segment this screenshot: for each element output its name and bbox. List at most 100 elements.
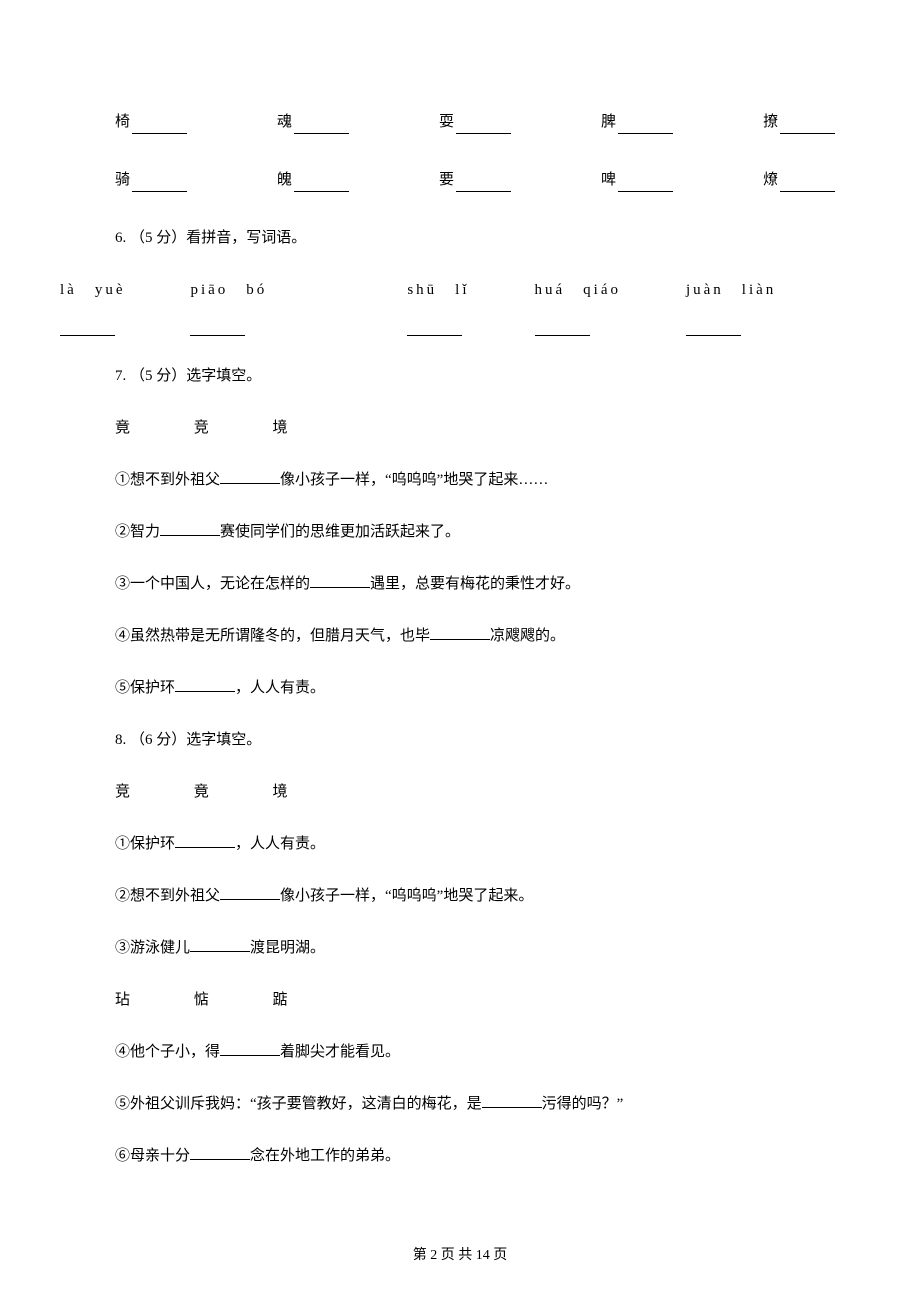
char-item: 骑 bbox=[115, 168, 187, 192]
char-label: 燎 bbox=[763, 168, 778, 192]
char-item: 要 bbox=[439, 168, 511, 192]
blank[interactable] bbox=[482, 1092, 542, 1108]
q7-item: ③一个中国人，无论在怎样的 遇里，总要有梅花的秉性才好。 bbox=[60, 572, 860, 596]
text-pre: ②想不到外祖父 bbox=[115, 888, 220, 904]
char-item: 耍 bbox=[439, 110, 511, 134]
blank[interactable] bbox=[160, 520, 220, 536]
text-pre: ①想不到外祖父 bbox=[115, 472, 220, 488]
text-post: 渡昆明湖。 bbox=[250, 940, 325, 956]
blank[interactable] bbox=[430, 624, 490, 640]
q8-options-2: 玷 惦 踮 bbox=[60, 988, 860, 1012]
text-post: 像小孩子一样，“呜呜呜”地哭了起来…… bbox=[280, 472, 548, 488]
option: 竟 bbox=[194, 784, 209, 800]
pinyin-group: là yuè bbox=[60, 278, 125, 336]
pinyin-text: là yuè bbox=[60, 278, 125, 302]
blank[interactable] bbox=[294, 176, 349, 192]
blank[interactable] bbox=[456, 118, 511, 134]
blank[interactable] bbox=[535, 320, 590, 336]
text-pre: ⑥母亲十分 bbox=[115, 1148, 190, 1164]
text-pre: ③游泳健儿 bbox=[115, 940, 190, 956]
blank[interactable] bbox=[618, 176, 673, 192]
blank[interactable] bbox=[294, 118, 349, 134]
blank[interactable] bbox=[190, 320, 245, 336]
blank[interactable] bbox=[132, 176, 187, 192]
q6-pinyin-row: là yuè piāo bó shū lǐ huá qiáo juàn liàn bbox=[60, 278, 860, 336]
option: 竞 bbox=[194, 420, 209, 436]
char-item: 啤 bbox=[601, 168, 673, 192]
q7-item: ①想不到外祖父 像小孩子一样，“呜呜呜”地哭了起来…… bbox=[60, 468, 860, 492]
char-item: 椅 bbox=[115, 110, 187, 134]
char-item: 燎 bbox=[763, 168, 835, 192]
text-post: 遇里，总要有梅花的秉性才好。 bbox=[370, 576, 580, 592]
blank[interactable] bbox=[780, 118, 835, 134]
text-post: 像小孩子一样，“呜呜呜”地哭了起来。 bbox=[280, 888, 533, 904]
option: 踮 bbox=[273, 992, 288, 1008]
option: 玷 bbox=[115, 992, 130, 1008]
q7-prompt: 7. （5 分）选字填空。 bbox=[60, 364, 860, 388]
text-pre: ②智力 bbox=[115, 524, 160, 540]
q8-item: ①保护环，人人有责。 bbox=[60, 832, 860, 856]
blank[interactable] bbox=[407, 320, 462, 336]
blank[interactable] bbox=[175, 676, 235, 692]
pinyin-text: juàn liàn bbox=[686, 278, 776, 302]
text-pre: ③一个中国人，无论在怎样的 bbox=[115, 576, 310, 592]
option: 惦 bbox=[194, 992, 209, 1008]
char-row-1: 椅 魂 耍 脾 撩 bbox=[60, 110, 860, 134]
blank[interactable] bbox=[618, 118, 673, 134]
option: 竟 bbox=[115, 420, 130, 436]
text-post: ，人人有责。 bbox=[235, 680, 325, 696]
q7-item: ②智力 赛使同学们的思维更加活跃起来了。 bbox=[60, 520, 860, 544]
blank[interactable] bbox=[175, 832, 235, 848]
q8-item: ②想不到外祖父 像小孩子一样，“呜呜呜”地哭了起来。 bbox=[60, 884, 860, 908]
char-label: 骑 bbox=[115, 168, 130, 192]
char-label: 啤 bbox=[601, 168, 616, 192]
option: 境 bbox=[273, 420, 288, 436]
q8-item: ④他个子小，得 着脚尖才能看见。 bbox=[60, 1040, 860, 1064]
char-label: 耍 bbox=[439, 110, 454, 134]
blank[interactable] bbox=[132, 118, 187, 134]
blank[interactable] bbox=[60, 320, 115, 336]
text-pre: ④他个子小，得 bbox=[115, 1044, 220, 1060]
char-label: 撩 bbox=[763, 110, 778, 134]
pinyin-group: piāo bó bbox=[190, 278, 267, 336]
blank[interactable] bbox=[686, 320, 741, 336]
pinyin-group: shū lǐ bbox=[407, 278, 469, 336]
blank[interactable] bbox=[220, 884, 280, 900]
text-pre: ④虽然热带是无所谓隆冬的，但腊月天气，也毕 bbox=[115, 628, 430, 644]
pinyin-text: shū lǐ bbox=[407, 278, 469, 302]
text-pre: ⑤外祖父训斥我妈：“孩子要管教好，这清白的梅花，是 bbox=[115, 1096, 482, 1112]
blank[interactable] bbox=[456, 176, 511, 192]
blank[interactable] bbox=[220, 468, 280, 484]
text-post: 赛使同学们的思维更加活跃起来了。 bbox=[220, 524, 460, 540]
pinyin-text: piāo bó bbox=[190, 278, 267, 302]
text-post: 污得的吗？” bbox=[542, 1096, 624, 1112]
text-pre: ⑤保护环 bbox=[115, 680, 175, 696]
pinyin-group: juàn liàn bbox=[686, 278, 776, 336]
text-post: 着脚尖才能看见。 bbox=[280, 1044, 400, 1060]
q7-options: 竟 竞 境 bbox=[60, 416, 860, 440]
blank[interactable] bbox=[780, 176, 835, 192]
text-pre: ①保护环 bbox=[115, 836, 175, 852]
page-footer: 第 2 页 共 14 页 bbox=[0, 1245, 920, 1267]
q8-options-1: 竞 竟 境 bbox=[60, 780, 860, 804]
char-item: 魂 bbox=[277, 110, 349, 134]
char-label: 脾 bbox=[601, 110, 616, 134]
q8-item: ⑤外祖父训斥我妈：“孩子要管教好，这清白的梅花，是 污得的吗？” bbox=[60, 1092, 860, 1116]
blank[interactable] bbox=[310, 572, 370, 588]
char-item: 魄 bbox=[277, 168, 349, 192]
char-row-2: 骑 魄 要 啤 燎 bbox=[60, 168, 860, 192]
blank[interactable] bbox=[190, 936, 250, 952]
char-label: 魂 bbox=[277, 110, 292, 134]
text-post: 念在外地工作的弟弟。 bbox=[250, 1148, 400, 1164]
pinyin-text: huá qiáo bbox=[535, 278, 621, 302]
q6-prompt: 6. （5 分）看拼音，写词语。 bbox=[60, 226, 860, 250]
q8-item: ⑥母亲十分 念在外地工作的弟弟。 bbox=[60, 1144, 860, 1168]
blank[interactable] bbox=[220, 1040, 280, 1056]
char-item: 脾 bbox=[601, 110, 673, 134]
text-post: 凉飕飕的。 bbox=[490, 628, 565, 644]
blank[interactable] bbox=[190, 1144, 250, 1160]
q8-item: ③游泳健儿 渡昆明湖。 bbox=[60, 936, 860, 960]
option: 竞 bbox=[115, 784, 130, 800]
char-label: 魄 bbox=[277, 168, 292, 192]
char-item: 撩 bbox=[763, 110, 835, 134]
